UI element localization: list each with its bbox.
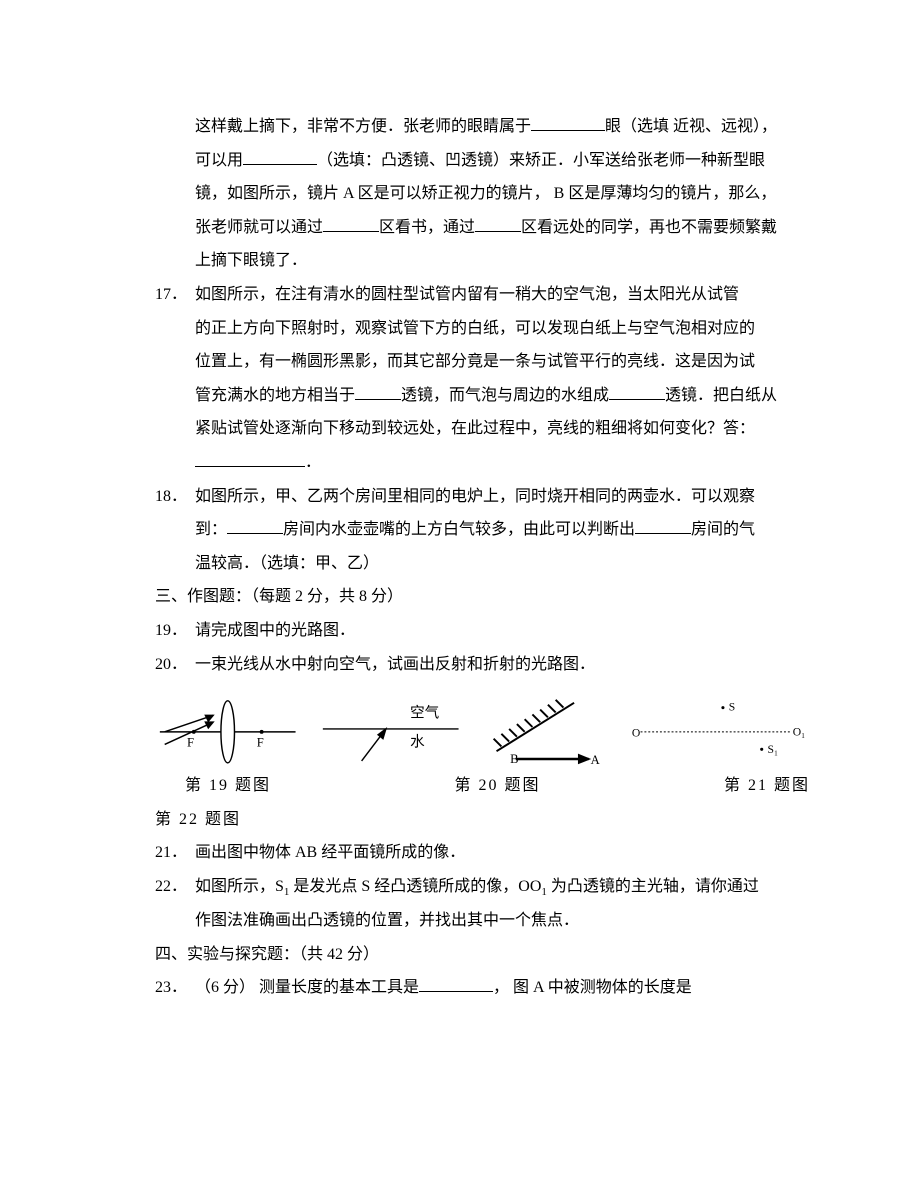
text: 这样戴上摘下，非常不方便．张老师的眼睛属于 [195, 118, 531, 135]
blank [195, 452, 305, 467]
q16-line2: 可以用 （选填：凸透镜、凹透镜）来矫正．小军送给张老师一种新型眼 [195, 144, 810, 178]
section-4-heading: 四、实验与探究题：（共 42 分） [155, 938, 810, 972]
text: 如图所示，在注有清水的圆柱型试管内留有一稍大的空气泡，当太阳光从试管 [195, 278, 810, 312]
q-num: 17． [155, 278, 195, 480]
diagram-row: F F 空气 水 B [155, 681, 810, 769]
text: 透镜，而气泡与周边的水组成 [401, 387, 609, 404]
question-21: 21． 画出图中物体 AB 经平面镜所成的像． [155, 836, 810, 870]
caption-19: 第 19 题图 [185, 769, 271, 803]
text: 如图所示，S1 是发光点 S 经凸透镜所成的像，OO1 为凸透镜的主光轴，请你通… [195, 870, 810, 904]
question-20: 20． 一束光线从水中射向空气，试画出反射和折射的光路图． [155, 648, 810, 682]
text: 管充满水的地方相当于 透镜，而气泡与周边的水组成 透镜．把白纸从 [195, 379, 810, 413]
blank [243, 149, 317, 164]
caption-20: 第 20 题图 [454, 769, 540, 803]
text: 区看书，通过 [379, 219, 475, 236]
q-num: 19． [155, 614, 195, 648]
text: ， 图 A 中被测物体的长度是 [493, 979, 692, 996]
text: 张老师就可以通过 [195, 219, 323, 236]
text: 温较高．（选填：甲、乙） [195, 547, 810, 581]
label-B: B [510, 752, 518, 766]
label-O1: O₁ [793, 726, 805, 739]
blank [355, 384, 401, 399]
blank [323, 216, 379, 231]
text: 区看远处的同学，再也不需要频繁戴 [521, 219, 777, 236]
question-23: 23． （6 分） 测量长度的基本工具是 ， 图 A 中被测物体的长度是 [155, 971, 810, 1005]
text: （6 分） 测量长度的基本工具是 ， 图 A 中被测物体的长度是 [195, 971, 810, 1005]
q-num: 18． [155, 480, 195, 581]
text: 房间的气 [691, 521, 755, 538]
text: ． [305, 454, 321, 471]
label-water: 水 [410, 733, 425, 750]
diagram-q19: F F [155, 687, 300, 767]
q16-line1: 这样戴上摘下，非常不方便．张老师的眼睛属于 眼（选填 近视、远视）， [195, 110, 810, 144]
blank [635, 519, 691, 534]
diagram-q20: 空气 水 [318, 687, 463, 767]
q16-line3: 镜，如图所示，镜片 A 区是可以矫正视力的镜片， B 区是厚薄均匀的镜片，那么， [195, 177, 810, 211]
diagram-q22: S O O₁ S₁ [626, 687, 810, 767]
diagram-captions: 第 19 题图 第 20 题图 第 21 题图 第 22 题图 [155, 769, 810, 836]
q16-line4: 张老师就可以通过 区看书，通过 区看远处的同学，再也不需要频繁戴 [195, 211, 810, 245]
text: 是发光点 S 经凸透镜所成的像，OO [289, 878, 541, 895]
diagram-q21: B A [482, 687, 608, 767]
text: 管充满水的地方相当于 [195, 387, 355, 404]
label-F-right: F [257, 735, 264, 749]
text: 可以用 [195, 152, 243, 169]
caption-21: 第 21 题图 [724, 769, 810, 803]
question-22: 22． 如图所示，S1 是发光点 S 经凸透镜所成的像，OO1 为凸透镜的主光轴… [155, 870, 810, 938]
text: ． [195, 446, 810, 480]
q-num: 23． [155, 971, 195, 1005]
text: 请完成图中的光路图． [195, 614, 810, 648]
blank [227, 519, 283, 534]
text: 房间内水壶壶嘴的上方白气较多，由此可以判断出 [283, 521, 635, 538]
label-A: A [590, 753, 599, 767]
question-17: 17． 如图所示，在注有清水的圆柱型试管内留有一稍大的空气泡，当太阳光从试管 的… [155, 278, 810, 480]
text: 如图所示，S [195, 878, 284, 895]
q16-line5: 上摘下眼镜了． [195, 244, 810, 278]
blank [475, 216, 521, 231]
text: （选填：凸透镜、凹透镜）来矫正．小军送给张老师一种新型眼 [317, 152, 765, 169]
blank [609, 384, 665, 399]
caption-22: 第 22 题图 [155, 811, 241, 828]
text: 到： [195, 521, 227, 538]
question-19: 19． 请完成图中的光路图． [155, 614, 810, 648]
label-S: S [729, 701, 735, 714]
blank [531, 116, 605, 131]
label-air: 空气 [410, 704, 439, 721]
text: 的正上方向下照射时，观察试管下方的白纸，可以发现白纸上与空气泡相对应的 [195, 312, 810, 346]
text: 如图所示，甲、乙两个房间里相同的电炉上，同时烧开相同的两壶水．可以观察 [195, 480, 810, 514]
text: 位置上，有一椭圆形黑影，而其它部分竟是一条与试管平行的亮线．这是因为试 [195, 345, 810, 379]
text: 画出图中物体 AB 经平面镜所成的像． [195, 836, 810, 870]
text: 紧贴试管处逐渐向下移动到较远处，在此过程中，亮线的粗细将如何变化？答： [195, 412, 810, 446]
label-F-left: F [187, 735, 194, 749]
text: 透镜．把白纸从 [665, 387, 777, 404]
text: （6 分） 测量长度的基本工具是 [195, 979, 419, 996]
text: 一束光线从水中射向空气，试画出反射和折射的光路图． [195, 648, 810, 682]
section-3-heading: 三、作图题：（每题 2 分，共 8 分） [155, 580, 810, 614]
label-O: O [632, 727, 640, 740]
label-S1: S₁ [767, 743, 778, 756]
q-num: 22． [155, 870, 195, 938]
text: 为凸透镜的主光轴，请你通过 [547, 878, 759, 895]
text: 眼（选填 近视、远视）， [605, 118, 777, 135]
q-num: 21． [155, 836, 195, 870]
blank [419, 977, 493, 992]
q-num: 20． [155, 648, 195, 682]
text: 作图法准确画出凸透镜的位置，并找出其中一个焦点． [195, 904, 810, 938]
question-18: 18． 如图所示，甲、乙两个房间里相同的电炉上，同时烧开相同的两壶水．可以观察 … [155, 480, 810, 581]
text: 到： 房间内水壶壶嘴的上方白气较多，由此可以判断出 房间的气 [195, 513, 810, 547]
